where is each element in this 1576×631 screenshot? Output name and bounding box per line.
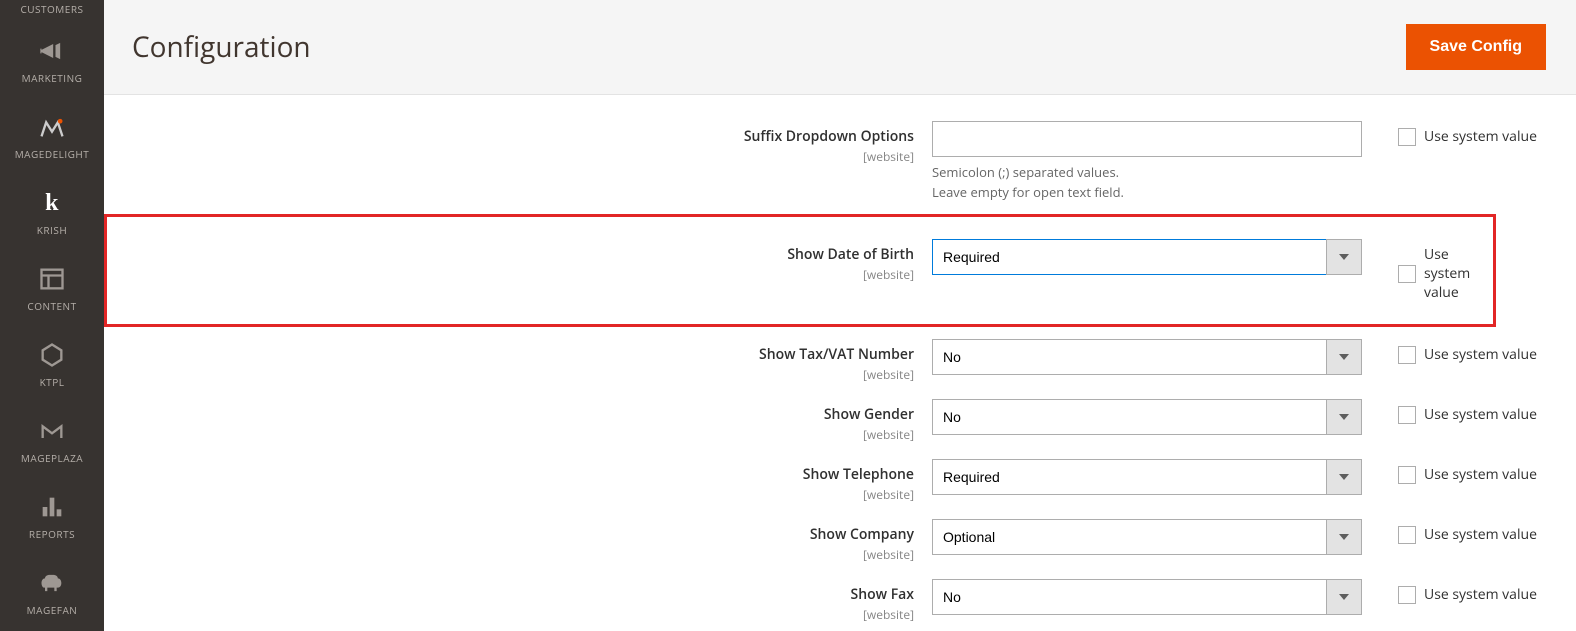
bar-chart-icon <box>38 493 66 521</box>
config-form: Suffix Dropdown Options [website] Semico… <box>104 95 1576 631</box>
use-system-value-label[interactable]: Use system value <box>1424 245 1493 302</box>
save-config-button[interactable]: Save Config <box>1406 24 1546 70</box>
field-label: Show Company <box>810 525 914 544</box>
field-label: Show Fax <box>851 585 914 604</box>
use-system-value-label[interactable]: Use system value <box>1424 465 1537 484</box>
field-show-dob: Show Date of Birth [website] Required Us… <box>104 214 1496 327</box>
field-scope: [website] <box>104 148 914 165</box>
use-system-value-checkbox[interactable] <box>1398 346 1416 364</box>
field-show-company: Show Company [website] Optional Use syst… <box>104 511 1576 571</box>
use-system-value-label[interactable]: Use system value <box>1424 525 1537 544</box>
magedelight-icon <box>38 113 66 141</box>
sidebar-item-content[interactable]: CONTENT <box>0 251 104 327</box>
use-system-value-checkbox[interactable] <box>1398 466 1416 484</box>
field-note: Semicolon (;) separated values. Leave em… <box>932 163 1362 202</box>
field-label: Show Tax/VAT Number <box>759 345 914 364</box>
field-scope: [website] <box>104 426 914 443</box>
content-icon <box>38 265 66 293</box>
field-show-telephone: Show Telephone [website] Required Use sy… <box>104 451 1576 511</box>
krish-icon: k <box>38 189 66 217</box>
field-show-fax: Show Fax [website] No Use system value <box>104 571 1576 631</box>
field-scope: [website] <box>104 366 914 383</box>
use-system-value-label[interactable]: Use system value <box>1424 585 1537 604</box>
hexagon-icon <box>38 341 66 369</box>
field-label: Show Date of Birth <box>787 245 914 264</box>
megaphone-icon <box>38 37 66 65</box>
show-company-select[interactable]: Optional <box>932 519 1362 555</box>
suffix-dropdown-input[interactable] <box>932 121 1362 157</box>
field-scope: [website] <box>104 546 914 563</box>
show-gender-select[interactable]: No <box>932 399 1362 435</box>
use-system-value-label[interactable]: Use system value <box>1424 127 1537 146</box>
use-system-value-checkbox[interactable] <box>1398 526 1416 544</box>
field-label: Suffix Dropdown Options <box>744 127 914 146</box>
sidebar-item-magedelight[interactable]: MAGEDELIGHT <box>0 99 104 175</box>
mageplaza-icon <box>38 417 66 445</box>
admin-sidebar: CUSTOMERS MARKETING MAGEDELIGHT k KRISH … <box>0 0 104 631</box>
page-title: Configuration <box>132 28 311 66</box>
field-scope: [website] <box>107 266 914 283</box>
sidebar-item-label: CUSTOMERS <box>20 2 83 16</box>
sidebar-item-label: KRISH <box>37 223 67 237</box>
sidebar-item-label: MAGEPLAZA <box>21 451 83 465</box>
sidebar-item-label: MAGEFAN <box>27 603 78 617</box>
sidebar-item-label: REPORTS <box>29 527 75 541</box>
show-taxvat-select[interactable]: No <box>932 339 1362 375</box>
use-system-value-checkbox[interactable] <box>1398 128 1416 146</box>
field-scope: [website] <box>104 486 914 503</box>
show-dob-select[interactable]: Required <box>932 239 1362 275</box>
field-show-taxvat: Show Tax/VAT Number [website] No Use sys… <box>104 331 1576 391</box>
use-system-value-checkbox[interactable] <box>1398 586 1416 604</box>
use-system-value-checkbox[interactable] <box>1398 406 1416 424</box>
sidebar-item-mageplaza[interactable]: MAGEPLAZA <box>0 403 104 479</box>
sidebar-item-magefan[interactable]: MAGEFAN <box>0 555 104 631</box>
field-scope: [website] <box>104 606 914 623</box>
sidebar-item-reports[interactable]: REPORTS <box>0 479 104 555</box>
field-label: Show Gender <box>824 405 914 424</box>
use-system-value-checkbox[interactable] <box>1398 265 1416 283</box>
sidebar-item-marketing[interactable]: MARKETING <box>0 23 104 99</box>
page-header: Configuration Save Config <box>104 0 1576 95</box>
sidebar-item-label: MAGEDELIGHT <box>15 147 90 161</box>
field-suffix-dropdown: Suffix Dropdown Options [website] Semico… <box>104 113 1576 210</box>
show-telephone-select[interactable]: Required <box>932 459 1362 495</box>
elephant-icon <box>38 569 66 597</box>
sidebar-item-ktpl[interactable]: KTPL <box>0 327 104 403</box>
use-system-value-label[interactable]: Use system value <box>1424 405 1537 424</box>
sidebar-item-label: CONTENT <box>27 299 76 313</box>
sidebar-item-label: MARKETING <box>22 71 83 85</box>
sidebar-item-customers[interactable]: CUSTOMERS <box>0 0 104 23</box>
sidebar-item-krish[interactable]: k KRISH <box>0 175 104 251</box>
main-content: Configuration Save Config Suffix Dropdow… <box>104 0 1576 631</box>
sidebar-item-label: KTPL <box>40 375 65 389</box>
field-label: Show Telephone <box>803 465 914 484</box>
show-fax-select[interactable]: No <box>932 579 1362 615</box>
field-show-gender: Show Gender [website] No Use system valu… <box>104 391 1576 451</box>
use-system-value-label[interactable]: Use system value <box>1424 345 1537 364</box>
